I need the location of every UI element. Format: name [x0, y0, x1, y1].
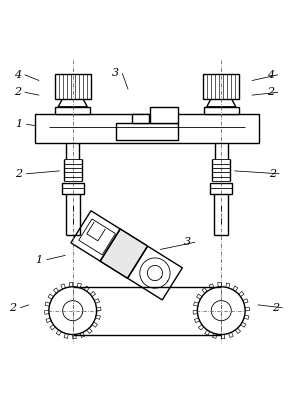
Text: 2: 2	[14, 87, 21, 97]
Circle shape	[211, 301, 231, 321]
Text: 2: 2	[15, 169, 22, 179]
Polygon shape	[100, 229, 148, 278]
Bar	[132, 114, 149, 123]
Text: 1: 1	[15, 119, 22, 129]
Circle shape	[63, 301, 83, 321]
Bar	[35, 114, 259, 143]
Circle shape	[197, 287, 245, 334]
Text: 4: 4	[267, 70, 274, 80]
Text: 3: 3	[111, 68, 118, 78]
Bar	[62, 182, 84, 194]
Bar	[150, 107, 178, 123]
Bar	[210, 182, 232, 194]
Text: 4: 4	[14, 70, 21, 80]
Circle shape	[49, 287, 97, 334]
Text: 2: 2	[272, 303, 279, 313]
Text: 1: 1	[36, 255, 43, 265]
Text: 3: 3	[184, 237, 191, 247]
Bar	[204, 107, 239, 114]
Bar	[203, 74, 240, 99]
Text: 2: 2	[9, 303, 16, 313]
Polygon shape	[58, 99, 87, 107]
Bar	[55, 107, 90, 114]
Text: 2: 2	[269, 169, 276, 179]
Bar	[116, 123, 178, 140]
Polygon shape	[71, 211, 182, 300]
Polygon shape	[207, 99, 236, 107]
Bar	[54, 74, 91, 99]
Text: 2: 2	[267, 87, 274, 97]
